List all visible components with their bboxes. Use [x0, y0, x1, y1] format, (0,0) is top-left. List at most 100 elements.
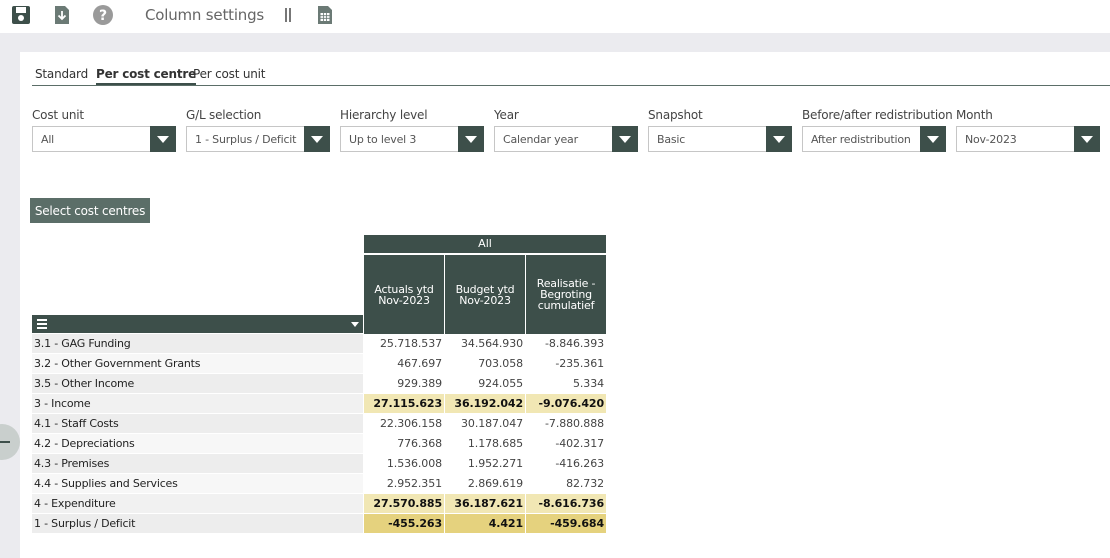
row-header-bar: [32, 315, 363, 333]
row-label[interactable]: 4.1 - Staff Costs: [32, 414, 363, 433]
select-value: Up to level 3: [349, 133, 417, 146]
row-label[interactable]: 3 - Income: [32, 394, 363, 413]
column-header-label: Actuals ytd Nov-2023: [374, 282, 434, 307]
row-label[interactable]: 3.2 - Other Government Grants: [32, 354, 363, 373]
column-header-actuals[interactable]: Actuals ytd Nov-2023: [364, 255, 444, 334]
filter-redistribution: Before/after redistribution After redist…: [802, 108, 953, 152]
spreadsheet-icon[interactable]: [314, 4, 336, 26]
chevron-down-icon[interactable]: [150, 126, 176, 152]
chevron-down-icon[interactable]: [612, 126, 638, 152]
column-divider-icon[interactable]: [282, 4, 294, 26]
column-header-budget[interactable]: Budget ytd Nov-2023: [445, 255, 525, 334]
table-row: 3.5 - Other Income 929.389 924.055 5.334: [32, 374, 606, 393]
select-value: After redistribution: [811, 133, 911, 146]
download-icon[interactable]: [51, 4, 73, 26]
table-cell: 5.334: [573, 377, 604, 390]
table-cell: 36.192.042: [445, 394, 525, 413]
table-cell: -459.684: [526, 514, 606, 533]
filter-month: Month Nov-2023: [956, 108, 1100, 152]
table-cell: 929.389: [397, 377, 442, 390]
table-cell: -455.263: [364, 514, 444, 533]
column-header-variance[interactable]: Realisatie - Begroting cumulatief: [526, 255, 606, 334]
redistribution-select[interactable]: After redistribution: [802, 126, 946, 152]
table-row-grand-total: 1 - Surplus / Deficit -455.263 4.421 -45…: [32, 514, 606, 533]
tab-per-cost-unit[interactable]: Per cost unit: [193, 67, 266, 81]
filter-label: Before/after redistribution: [802, 108, 953, 122]
snapshot-select[interactable]: Basic: [648, 126, 792, 152]
table-row: 4.2 - Depreciations 776.368 1.178.685 -4…: [32, 434, 606, 453]
select-cost-centres-button[interactable]: Select cost centres: [30, 198, 150, 223]
filter-label: Year: [494, 108, 519, 122]
table-cell: 1.178.685: [467, 437, 523, 450]
chevron-down-icon[interactable]: [766, 126, 792, 152]
cost-unit-select[interactable]: All: [32, 126, 176, 152]
row-label[interactable]: 4.4 - Supplies and Services: [32, 474, 363, 493]
table-cell: 776.368: [397, 437, 442, 450]
chevron-down-icon[interactable]: [458, 126, 484, 152]
row-label[interactable]: 4.3 - Premises: [32, 454, 363, 473]
help-icon[interactable]: ?: [92, 4, 114, 26]
table-cell: -9.076.420: [526, 394, 606, 413]
caret-down-icon[interactable]: [351, 322, 359, 327]
table-cell: -235.361: [555, 357, 604, 370]
menu-icon[interactable]: [37, 319, 47, 329]
toolbar: ? Column settings: [0, 0, 1110, 33]
table-cell: 27.570.885: [364, 494, 444, 513]
column-group-header: All: [364, 235, 606, 253]
table-cell: 27.115.623: [364, 394, 444, 413]
filter-label: Month: [956, 108, 993, 122]
filter-year: Year Calendar year: [494, 108, 638, 152]
row-label[interactable]: 4.2 - Depreciations: [32, 434, 363, 453]
save-icon[interactable]: [10, 4, 32, 26]
select-value: Nov-2023: [965, 133, 1017, 146]
table-cell: 2.869.619: [467, 477, 523, 490]
filter-gl-selection: G/L selection 1 - Surplus / Deficit: [186, 108, 330, 152]
table-row: 4.3 - Premises 1.536.008 1.952.271 -416.…: [32, 454, 606, 473]
filter-cost-unit: Cost unit All: [32, 108, 176, 152]
column-settings-button[interactable]: Column settings: [145, 6, 265, 24]
column-header-label: Budget ytd Nov-2023: [455, 282, 515, 307]
row-label[interactable]: 4 - Expenditure: [32, 494, 363, 513]
chevron-down-icon[interactable]: [1074, 126, 1100, 152]
tab-bar: Standard Per cost centre Per cost unit: [32, 66, 1110, 86]
row-label[interactable]: 1 - Surplus / Deficit: [32, 514, 363, 533]
table-row: 4.4 - Supplies and Services 2.952.351 2.…: [32, 474, 606, 493]
chevron-down-icon[interactable]: [920, 126, 946, 152]
table-cell: 82.732: [566, 477, 604, 490]
row-label[interactable]: 3.1 - GAG Funding: [32, 334, 363, 353]
table-cell: 30.187.047: [461, 417, 523, 430]
collapse-handle-icon[interactable]: [0, 424, 20, 460]
hierarchy-level-select[interactable]: Up to level 3: [340, 126, 484, 152]
filter-hierarchy-level: Hierarchy level Up to level 3: [340, 108, 484, 152]
row-label[interactable]: 3.5 - Other Income: [32, 374, 363, 393]
table-cell: -402.317: [555, 437, 604, 450]
filter-label: Cost unit: [32, 108, 84, 122]
table-cell: 34.564.930: [461, 337, 523, 350]
table-cell: -8.616.736: [526, 494, 606, 513]
select-value: Basic: [657, 133, 686, 146]
chevron-down-icon[interactable]: [304, 126, 330, 152]
table-cell: -416.263: [555, 457, 604, 470]
table-cell: 25.718.537: [380, 337, 442, 350]
year-select[interactable]: Calendar year: [494, 126, 638, 152]
select-value: Calendar year: [503, 133, 578, 146]
table-cell: 467.697: [397, 357, 442, 370]
tab-standard[interactable]: Standard: [35, 67, 88, 81]
table-cell: 924.055: [478, 377, 523, 390]
gl-selection-select[interactable]: 1 - Surplus / Deficit: [186, 126, 330, 152]
table-cell: -7.880.888: [545, 417, 604, 430]
table-cell: 2.952.351: [386, 477, 442, 490]
month-select[interactable]: Nov-2023: [956, 126, 1100, 152]
filter-snapshot: Snapshot Basic: [648, 108, 792, 152]
filter-label: G/L selection: [186, 108, 262, 122]
filter-label: Snapshot: [648, 108, 703, 122]
svg-text:?: ?: [99, 8, 107, 24]
select-value: 1 - Surplus / Deficit: [195, 133, 297, 146]
tab-per-cost-centre[interactable]: Per cost centre: [96, 67, 196, 85]
table-cell: 4.421: [445, 514, 525, 533]
table-cell: -8.846.393: [545, 337, 604, 350]
filter-label: Hierarchy level: [340, 108, 428, 122]
table-cell: 1.952.271: [467, 457, 523, 470]
table-cell: 36.187.621: [445, 494, 525, 513]
column-header-label: Realisatie - Begroting cumulatief: [536, 277, 596, 312]
